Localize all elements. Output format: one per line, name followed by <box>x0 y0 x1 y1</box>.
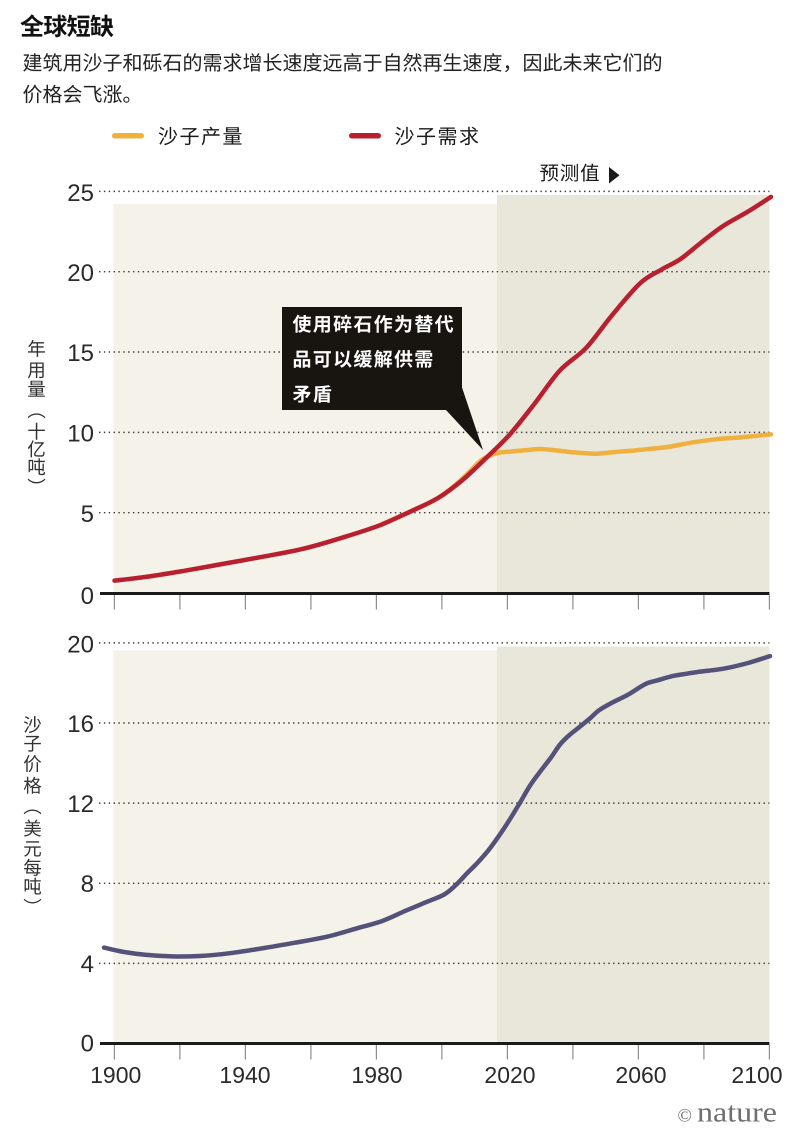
svg-text:2060: 2060 <box>615 1062 666 1088</box>
svg-text:12: 12 <box>67 791 94 818</box>
svg-text:20: 20 <box>67 260 94 287</box>
svg-text:nature: nature <box>697 1097 777 1129</box>
svg-text:2100: 2100 <box>731 1062 782 1088</box>
svg-text:1940: 1940 <box>219 1062 270 1088</box>
svg-text:25: 25 <box>67 180 94 207</box>
svg-text:8: 8 <box>81 871 94 898</box>
svg-text:0: 0 <box>81 1031 94 1058</box>
svg-text:20: 20 <box>67 632 94 659</box>
svg-text:5: 5 <box>81 501 94 528</box>
svg-text:1980: 1980 <box>351 1062 402 1088</box>
svg-text:10: 10 <box>67 421 94 448</box>
svg-text:0: 0 <box>81 583 94 610</box>
svg-text:2020: 2020 <box>484 1062 535 1088</box>
svg-text:©: © <box>678 1106 692 1127</box>
svg-text:4: 4 <box>81 951 94 978</box>
svg-text:15: 15 <box>67 340 94 367</box>
svg-text:1900: 1900 <box>90 1062 141 1088</box>
svg-text:16: 16 <box>67 711 94 738</box>
